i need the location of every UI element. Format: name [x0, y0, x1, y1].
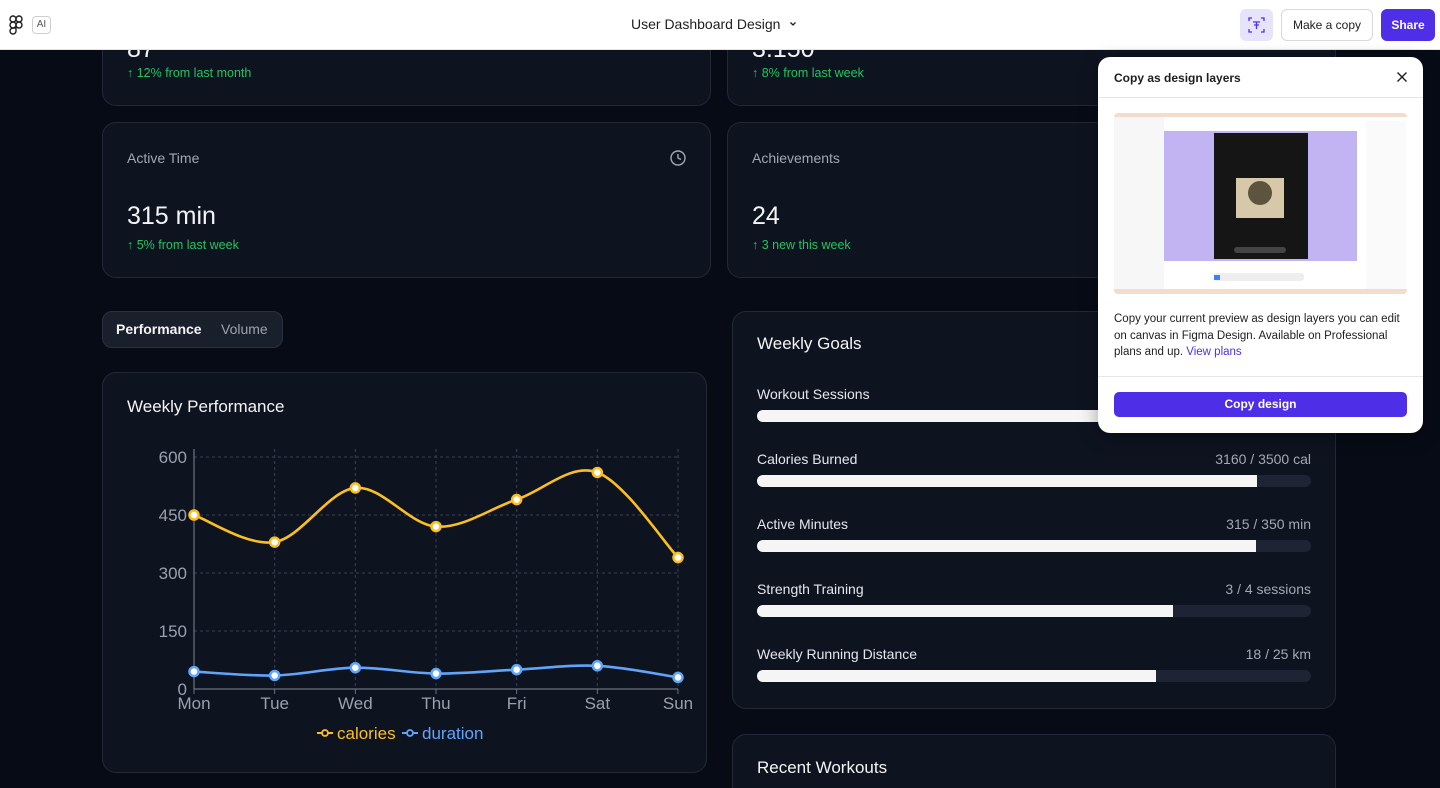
legend-label-duration: duration — [422, 724, 483, 743]
document-title[interactable]: User Dashboard Design — [631, 16, 781, 32]
x-tick-label: Wed — [338, 694, 373, 713]
stat-change: ↑ 12% from last month — [127, 66, 252, 80]
figma-logo-icon[interactable] — [8, 15, 24, 35]
goal-value: 315 / 350 min — [1226, 516, 1311, 532]
goal-label: Calories Burned — [757, 451, 858, 467]
goal-progress-track — [757, 475, 1311, 487]
goal-progress-fill — [757, 605, 1173, 617]
stat-change: ↑ 3 new this week — [752, 238, 851, 252]
card-title: Weekly Performance — [127, 397, 285, 416]
goal-value: 3160 / 3500 cal — [1215, 451, 1311, 467]
goal-item: Strength Training 3 / 4 sessions — [757, 581, 1311, 631]
legend-marker-calories — [321, 729, 329, 737]
goal-item: Weekly Running Distance 18 / 25 km — [757, 646, 1311, 696]
make-a-copy-button[interactable]: Make a copy — [1281, 9, 1373, 41]
y-tick-label: 450 — [159, 506, 187, 525]
card-title: Recent Workouts — [757, 758, 888, 777]
preview-image — [1114, 113, 1407, 294]
data-point-calories — [510, 493, 523, 506]
close-icon[interactable] — [1396, 71, 1408, 83]
goal-label: Weekly Running Distance — [757, 646, 918, 662]
copy-as-design-layers-popup: Copy as design layers Copy your current … — [1098, 57, 1423, 433]
x-tick-label: Thu — [421, 694, 450, 713]
data-point-calories — [188, 509, 200, 521]
divider — [1098, 376, 1423, 377]
card-title: Weekly Goals — [757, 334, 862, 353]
data-point-duration — [591, 660, 604, 672]
x-tick-label: Tue — [260, 694, 289, 713]
goal-label: Strength Training — [757, 581, 864, 597]
data-point-duration — [349, 661, 362, 674]
data-point-duration — [188, 665, 200, 678]
goal-value: 3 / 4 sessions — [1225, 581, 1311, 597]
copy-layers-icon — [1248, 17, 1265, 33]
active-time-card: Active Time 315 min ↑ 5% from last week — [102, 122, 711, 278]
goal-progress-track — [757, 540, 1311, 552]
stat-change: ↑ 8% from last week — [752, 66, 864, 80]
data-point-duration — [268, 669, 281, 682]
goal-progress-track — [757, 670, 1311, 682]
x-tick-label: Sun — [663, 694, 693, 713]
ai-badge[interactable]: AI — [32, 16, 51, 34]
goal-item: Calories Burned 3160 / 3500 cal — [757, 451, 1311, 501]
data-point-duration — [430, 667, 442, 680]
stat-change: ↑ 5% from last week — [127, 238, 239, 252]
y-tick-label: 150 — [159, 622, 187, 641]
stat-label: Achievements — [752, 150, 840, 166]
copy-design-button[interactable]: Copy design — [1114, 392, 1407, 417]
data-point-calories — [349, 482, 362, 494]
tab-performance[interactable]: Performance — [116, 321, 202, 337]
weekly-performance-chart: 0 150 300 450 600 Mon Tue Wed Thu Fri Sat Sun calori… — [159, 448, 694, 743]
data-point-calories — [672, 551, 684, 564]
popup-title: Copy as design layers — [1114, 71, 1241, 85]
goal-progress-fill — [757, 670, 1156, 682]
stat-value: 24 — [752, 202, 780, 230]
x-tick-label: Fri — [507, 694, 527, 713]
goal-value: 18 / 25 km — [1245, 646, 1311, 662]
recent-workouts-card: Recent Workouts — [732, 734, 1336, 788]
view-plans-link[interactable]: View plans — [1186, 346, 1242, 358]
data-point-duration — [672, 671, 684, 684]
stat-value: 315 min — [127, 202, 216, 230]
chevron-down-icon[interactable] — [788, 19, 798, 29]
goal-progress-fill — [757, 475, 1258, 487]
goal-label: Active Minutes — [757, 516, 849, 532]
popup-description: Copy your current preview as design laye… — [1114, 311, 1410, 361]
popup-description-text: Copy your current preview as design laye… — [1114, 313, 1400, 358]
data-point-calories — [268, 536, 281, 548]
x-tick-label: Mon — [177, 694, 210, 713]
chart-tabs: Performance Volume — [102, 311, 283, 348]
y-tick-label: 300 — [159, 564, 187, 583]
stat-label: Active Time — [127, 150, 200, 166]
top-bar: AI User Dashboard Design Make a copy Sha… — [0, 0, 1440, 50]
weekly-performance-card: Weekly Performance 0 150 300 450 600 Mon Tue We… — [102, 372, 707, 773]
legend-label-calories: calories — [337, 724, 396, 743]
data-point-calories — [591, 466, 604, 479]
goal-progress-fill — [757, 410, 1123, 422]
divider — [1098, 97, 1423, 98]
tab-volume[interactable]: Volume — [221, 321, 268, 337]
data-point-calories — [430, 520, 442, 533]
y-tick-label: 600 — [159, 448, 187, 467]
copy-as-layers-button[interactable] — [1240, 9, 1273, 41]
share-button[interactable]: Share — [1381, 9, 1435, 41]
goal-item: Active Minutes 315 / 350 min — [757, 516, 1311, 566]
clock-icon — [670, 150, 686, 166]
goal-label: Workout Sessions — [757, 386, 870, 402]
legend-marker-duration — [406, 729, 414, 737]
goal-progress-track — [757, 605, 1311, 617]
series-line-calories — [193, 469, 679, 559]
x-tick-label: Sat — [585, 694, 611, 713]
goal-progress-fill — [757, 540, 1256, 552]
data-point-duration — [510, 663, 523, 676]
y-tick-label: 0 — [178, 680, 187, 699]
